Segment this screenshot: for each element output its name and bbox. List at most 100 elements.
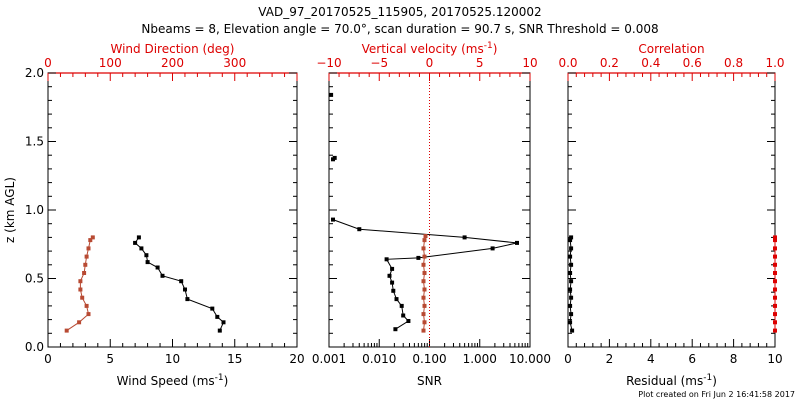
x-tick-label: 5 [106,352,114,366]
top-axis-label: Wind Direction (deg) [111,42,235,56]
data-point [421,295,426,300]
top-tick-label: 0.8 [724,56,743,70]
data-point [393,327,398,332]
y-tick-label: 0.0 [25,340,44,354]
data-point [84,254,89,259]
x-tick-label: 10 [767,352,782,366]
x-tick-label: 15 [227,352,242,366]
data-point [569,235,574,240]
data-point [86,246,91,251]
data-point [423,234,428,238]
series-line-wind-0 [134,237,225,331]
x-tick-label: 8 [730,352,738,366]
top-tick-label: 200 [161,56,184,70]
y-tick-label: 1.0 [25,203,44,217]
data-point [221,320,226,325]
x-tick-label: 10 [165,352,180,366]
top-tick-label: 0 [426,56,434,70]
data-point [422,320,427,325]
data-point [183,287,187,292]
data-point [78,287,83,292]
top-tick-label: 0 [44,56,52,70]
top-tick-label: 5 [476,56,484,70]
x-tick-label: 0.100 [412,352,446,366]
data-point [391,288,396,293]
data-point [773,262,777,267]
data-point [210,306,215,311]
x-tick-label: 20 [289,352,304,366]
top-tick-label: 0.2 [600,56,619,70]
data-point [145,260,150,265]
data-point [773,287,777,292]
top-tick-label: 0.0 [558,56,577,70]
data-point [90,235,95,240]
data-point [570,328,575,333]
data-point [569,262,574,267]
data-point [185,297,190,302]
data-point [82,271,87,275]
data-point [88,238,93,243]
data-point [773,238,777,243]
data-point [384,257,389,262]
data-point [387,273,392,278]
data-point [357,227,362,232]
data-point [773,271,777,275]
x-axis-label: Residual (ms-1) [626,373,717,388]
data-point [422,271,427,275]
data-point [86,312,91,317]
data-point [773,312,777,317]
data-point [394,297,399,302]
data-point [217,328,222,333]
data-point [773,279,777,284]
series-line-snr-0 [332,219,518,330]
data-point [78,279,83,284]
data-point [421,312,426,317]
data-point [773,328,777,333]
top-tick-label: 1.0 [765,56,784,70]
data-point [390,280,395,285]
top-tick-label: −10 [316,56,341,70]
data-point [515,240,519,245]
data-point [416,255,421,260]
x-tick-label: 10.000 [509,352,551,366]
series-line-wind-1 [66,237,94,332]
data-point [136,235,141,240]
data-point [773,235,777,240]
top-tick-label: −5 [370,56,388,70]
data-point [773,320,777,325]
data-point [421,328,426,333]
top-tick-label: 0.4 [641,56,660,70]
top-tick-label: 10 [522,56,537,70]
data-point [64,328,69,333]
data-point [422,254,427,259]
data-point [329,92,334,97]
data-point [133,240,138,245]
data-point [773,254,777,259]
y-tick-label: 0.5 [25,272,44,286]
x-tick-label: 0.001 [312,352,346,366]
x-tick-label: 0 [44,352,52,366]
x-tick-label: 0.010 [362,352,396,366]
data-point [569,279,574,284]
data-point [80,295,85,300]
plot-footer: Plot created on Fri Jun 2 16:41:58 2017 [638,390,795,399]
data-point [568,303,573,308]
top-tick-label: 0.6 [683,56,702,70]
data-point [155,265,160,270]
x-axis-label: Wind Speed (ms-1) [117,373,229,388]
data-point [422,238,427,243]
top-tick-label: 100 [99,56,122,70]
data-point [77,320,82,325]
data-point [569,295,574,300]
data-point [569,312,574,317]
data-point [84,303,89,308]
data-point [139,246,144,251]
top-axis-label: Correlation [638,42,704,56]
data-point [568,238,573,243]
data-point [421,246,426,251]
data-point [399,303,404,308]
figure-title: VAD_97_20170525_115905, 20170525.120002 [258,5,541,19]
x-tick-label: 6 [688,352,696,366]
data-point [569,246,574,251]
